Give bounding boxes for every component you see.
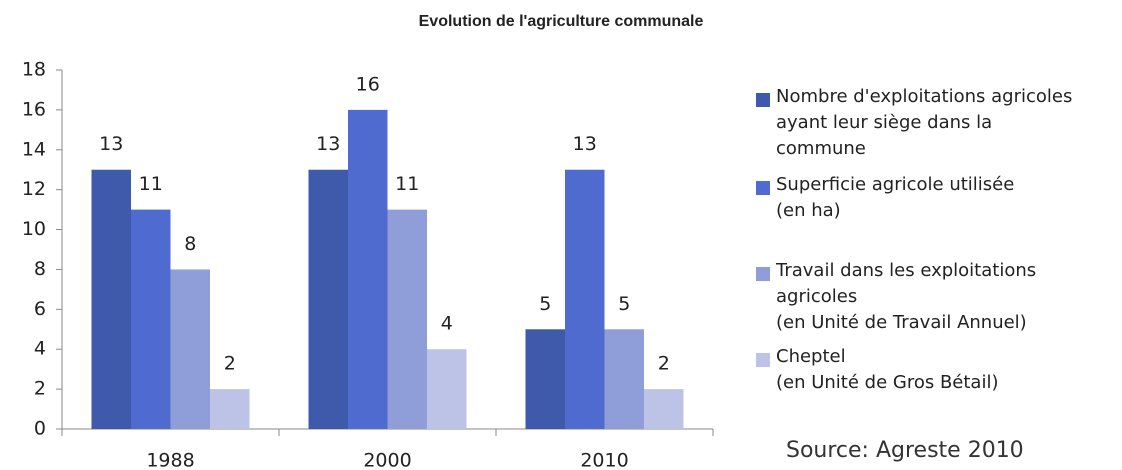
- y-tick-label: 14: [22, 138, 46, 160]
- data-label: 13: [99, 133, 123, 155]
- data-label: 4: [441, 313, 453, 335]
- y-tick-label: 2: [34, 378, 46, 400]
- legend-entry: Nombre d'exploitations agricoles ayant l…: [756, 84, 1106, 162]
- legend-swatch: [756, 353, 770, 367]
- y-tick-label: 8: [34, 258, 46, 280]
- data-label: 8: [184, 233, 196, 255]
- legend-label: Travail dans les exploitations agricoles…: [776, 260, 1037, 333]
- legend-entry: Travail dans les exploitations agricoles…: [756, 258, 1106, 336]
- bar: [387, 209, 427, 429]
- x-tick-label: 2000: [363, 450, 411, 470]
- bar: [308, 169, 348, 429]
- data-label: 5: [618, 293, 630, 315]
- data-label: 16: [356, 73, 380, 95]
- bar: [427, 349, 467, 429]
- bar: [644, 389, 684, 429]
- data-label: 13: [316, 133, 340, 155]
- legend-label: Nombre d'exploitations agricoles ayant l…: [776, 86, 1073, 159]
- legend-swatch: [756, 181, 770, 195]
- bar: [170, 269, 210, 429]
- legend-label: Cheptel (en Unité de Gros Bétail): [776, 346, 999, 393]
- legend-entry: Superficie agricole utilisée (en ha): [756, 172, 1106, 224]
- bar: [91, 169, 131, 429]
- bar: [565, 169, 605, 429]
- bar: [525, 329, 565, 429]
- data-label: 11: [139, 173, 163, 195]
- y-tick-label: 12: [22, 178, 46, 200]
- y-tick-label: 6: [34, 298, 46, 320]
- y-tick-label: 10: [22, 218, 46, 240]
- chart-title: Evolution de l'agriculture communale: [419, 13, 704, 30]
- data-label: 5: [539, 293, 551, 315]
- bar: [210, 389, 250, 429]
- y-tick-label: 18: [22, 59, 46, 81]
- data-label: 2: [224, 353, 236, 375]
- bar: [348, 109, 388, 429]
- bar: [604, 329, 644, 429]
- y-tick-label: 0: [34, 418, 46, 440]
- y-tick-label: 16: [22, 98, 46, 120]
- x-tick-label: 2010: [580, 450, 628, 470]
- legend-swatch: [756, 267, 770, 281]
- bar: [131, 209, 171, 429]
- x-tick-label: 1988: [146, 450, 194, 470]
- source: Source: Agreste 2010: [786, 438, 1024, 463]
- data-label: 11: [395, 173, 419, 195]
- y-tick-label: 4: [34, 338, 46, 360]
- legend-swatch: [756, 93, 770, 107]
- data-label: 2: [658, 353, 670, 375]
- data-label: 13: [573, 133, 597, 155]
- legend-label: Superficie agricole utilisée (en ha): [776, 174, 1015, 221]
- legend: Nombre d'exploitations agricoles ayant l…: [756, 84, 1106, 396]
- legend-entry: Cheptel (en Unité de Gros Bétail): [756, 344, 1106, 396]
